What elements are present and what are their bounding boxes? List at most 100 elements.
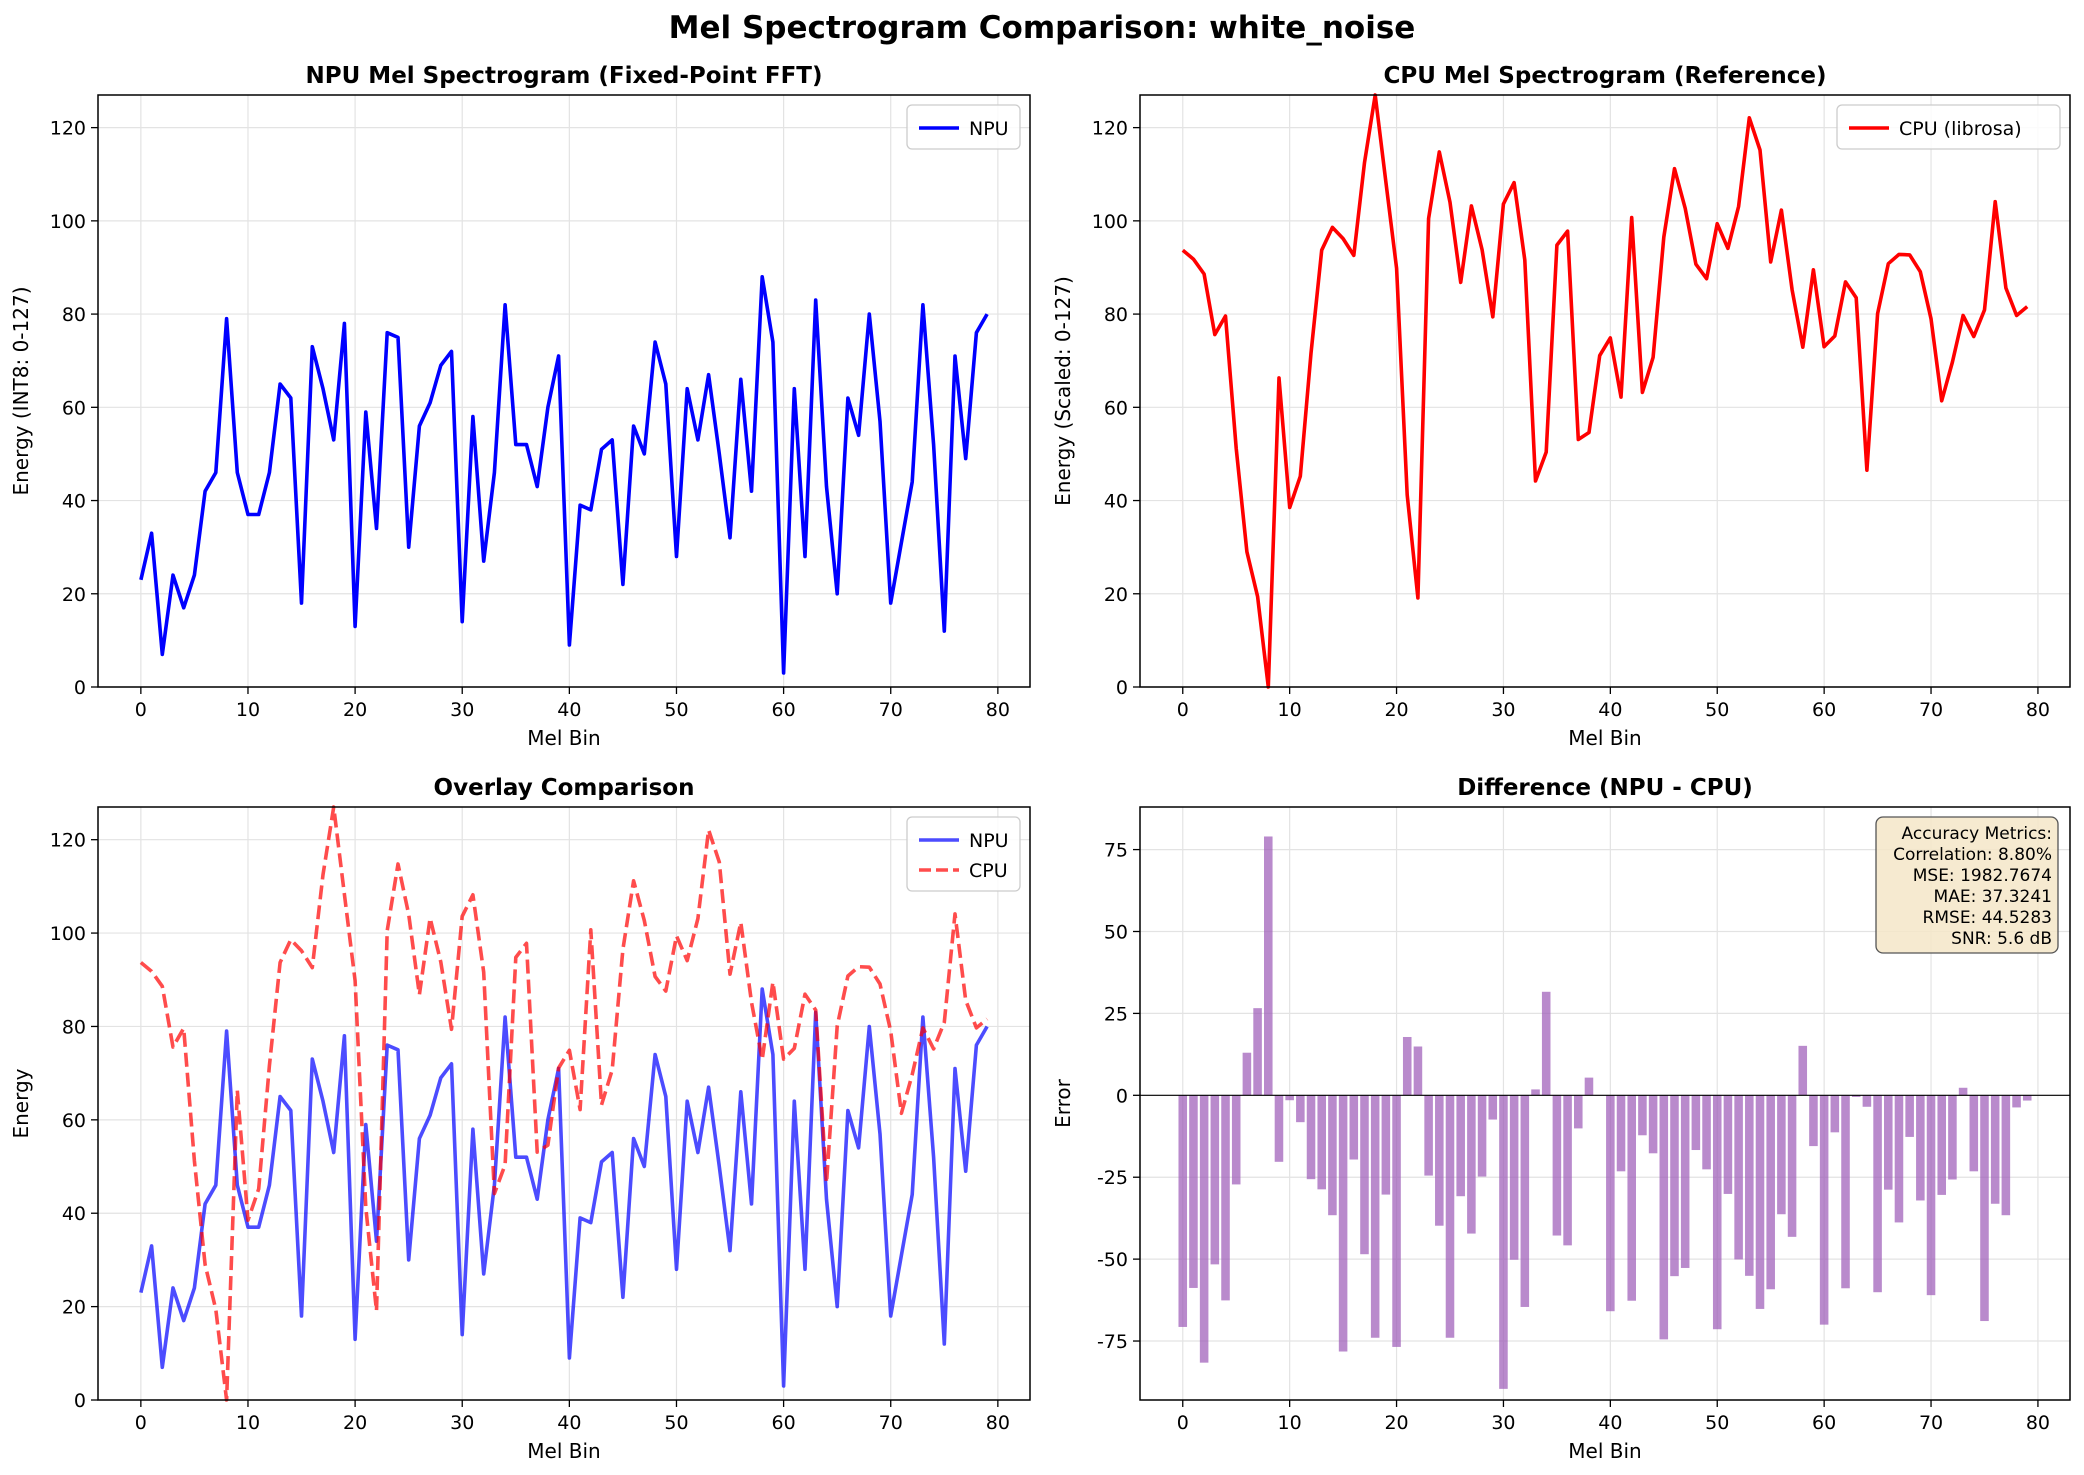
y-tick-label: 0	[74, 677, 86, 699]
x-tick-label: 70	[1919, 699, 1943, 721]
error-bar	[1926, 1095, 1936, 1296]
x-tick-label: 10	[236, 1412, 260, 1434]
error-bar	[1253, 1008, 1262, 1096]
error-bar	[1242, 1052, 1252, 1096]
error-bar	[1306, 1095, 1316, 1180]
y-tick-label: 0	[1116, 677, 1128, 699]
error-bar	[1862, 1095, 1872, 1107]
x-tick-label: 60	[772, 1412, 796, 1434]
error-bar	[1670, 1095, 1679, 1277]
error-bar	[1499, 1095, 1508, 1389]
metrics-line: MAE: 37.3241	[1934, 887, 2052, 907]
x-tick-label: 80	[986, 699, 1010, 721]
y-tick-label: 40	[62, 1203, 86, 1225]
error-bar	[1905, 1095, 1914, 1137]
error-bar	[1509, 1095, 1519, 1260]
error-bar	[1948, 1095, 1957, 1180]
x-tick-label: 80	[986, 1412, 1010, 1434]
error-bar	[2001, 1095, 2011, 1216]
x-tick-label: 30	[450, 699, 474, 721]
error-bar	[1723, 1095, 1733, 1194]
x-axis-label: Mel Bin	[1568, 726, 1641, 750]
legend-label: NPU	[969, 118, 1009, 140]
error-bar	[1296, 1095, 1305, 1123]
y-tick-label: 50	[1104, 921, 1128, 943]
x-tick-label: 40	[1598, 1412, 1622, 1434]
error-bar	[1873, 1095, 1882, 1293]
y-axis-label: Energy	[9, 1068, 33, 1138]
error-bar	[1787, 1095, 1797, 1237]
error-bar	[1402, 1036, 1412, 1096]
y-tick-label: 100	[50, 211, 86, 233]
y-tick-label: 120	[50, 118, 86, 140]
error-bar	[1520, 1095, 1530, 1307]
error-bar	[1841, 1095, 1850, 1289]
error-bar	[1221, 1095, 1230, 1301]
x-tick-label: 10	[1278, 699, 1302, 721]
subplot-title: Overlay Comparison	[434, 775, 695, 801]
axes-frame	[97, 94, 1031, 688]
error-bar	[1937, 1095, 1946, 1195]
x-tick-label: 70	[879, 699, 903, 721]
error-bar	[1884, 1095, 1893, 1190]
error-bar	[1969, 1095, 1979, 1172]
legend: CPU (librosa)	[1836, 104, 2061, 150]
error-bar	[1830, 1095, 1840, 1133]
x-tick-label: 0	[135, 1412, 147, 1434]
metrics-line: Correlation: 8.80%	[1893, 845, 2052, 865]
error-bar	[1370, 1095, 1380, 1338]
x-tick-label: 70	[1919, 1412, 1943, 1434]
y-tick-label: -25	[1097, 1167, 1128, 1189]
y-axis-label: Error	[1051, 1078, 1075, 1128]
legend-box	[906, 816, 1021, 892]
y-tick-label: 80	[62, 304, 86, 326]
x-tick-label: 40	[557, 1412, 581, 1434]
error-bar	[1734, 1095, 1743, 1260]
error-bar	[1285, 1095, 1294, 1101]
y-tick-label: 80	[1104, 304, 1128, 326]
error-bar	[1755, 1095, 1765, 1309]
error-bar	[1552, 1095, 1562, 1236]
error-bar	[1766, 1095, 1775, 1290]
error-bar	[1659, 1095, 1669, 1340]
y-tick-label: 20	[62, 1297, 86, 1319]
y-tick-label: 80	[62, 1016, 86, 1038]
error-bar	[1435, 1095, 1444, 1226]
legend-label: CPU (librosa)	[1899, 118, 2022, 140]
y-tick-label: 40	[62, 491, 86, 513]
x-tick-label: 80	[2026, 699, 2050, 721]
subplot-2: 0 10 20 30 40 50 60 70 80 0 20 40 60 80 100 120 CPU Mel …	[1051, 63, 2071, 750]
y-axis-label: Energy (INT8: 0-127)	[9, 287, 33, 496]
x-axis-label: Mel Bin	[1568, 1439, 1641, 1463]
error-bar	[1798, 1045, 1808, 1096]
y-tick-label: 20	[1104, 584, 1128, 606]
y-tick-label: 120	[1092, 118, 1128, 140]
x-tick-label: 80	[2026, 1412, 2050, 1434]
x-tick-label: 30	[1491, 1412, 1515, 1434]
subplot-3: 0 10 20 30 40 50 60 70 80 0 20 40 60 80 100 120 Overlay …	[9, 775, 1031, 1463]
series-line-2	[139, 805, 989, 1402]
y-tick-label: 0	[74, 1390, 86, 1412]
x-tick-label: 30	[1491, 699, 1515, 721]
error-bar	[1916, 1095, 1925, 1201]
error-bar	[1456, 1095, 1465, 1197]
x-tick-label: 60	[1812, 1412, 1836, 1434]
y-axis-label: Energy (Scaled: 0-127)	[1051, 276, 1075, 506]
error-bar	[1199, 1095, 1209, 1363]
subplot-4: 0 10 20 30 40 50 60 70 80 -75 -50 -25 0 25 50 75 Differe…	[1051, 775, 2071, 1463]
x-tick-label: 40	[557, 699, 581, 721]
x-tick-label: 20	[1384, 1412, 1408, 1434]
figure-title: Mel Spectrogram Comparison: white_noise	[669, 10, 1416, 46]
series-line-1	[139, 987, 989, 1388]
x-tick-label: 60	[772, 699, 796, 721]
error-bar	[1424, 1095, 1433, 1176]
error-bar	[1189, 1095, 1198, 1288]
x-tick-label: 10	[1278, 1412, 1302, 1434]
error-bar	[1488, 1095, 1498, 1120]
error-bar	[1980, 1095, 1989, 1322]
error-bar	[1680, 1095, 1690, 1268]
y-tick-label: 25	[1104, 1003, 1128, 1025]
metrics-box	[1875, 816, 2059, 954]
